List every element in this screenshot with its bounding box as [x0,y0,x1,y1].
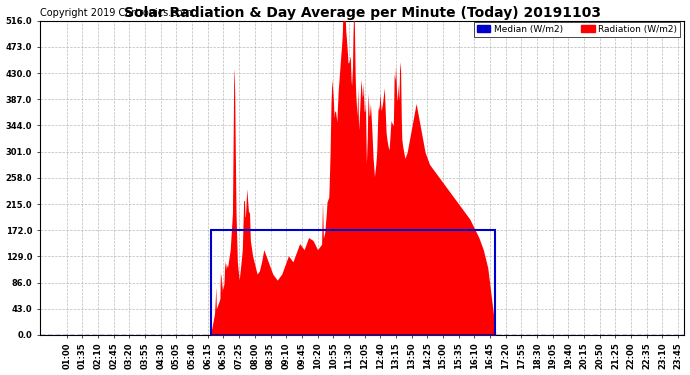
Bar [211,230,495,335]
Text: Copyright 2019 Cartronics.com: Copyright 2019 Cartronics.com [40,8,192,18]
Title: Solar Radiation & Day Average per Minute (Today) 20191103: Solar Radiation & Day Average per Minute… [124,6,600,20]
Legend: Median (W/m2), Radiation (W/m2): Median (W/m2), Radiation (W/m2) [474,22,680,36]
